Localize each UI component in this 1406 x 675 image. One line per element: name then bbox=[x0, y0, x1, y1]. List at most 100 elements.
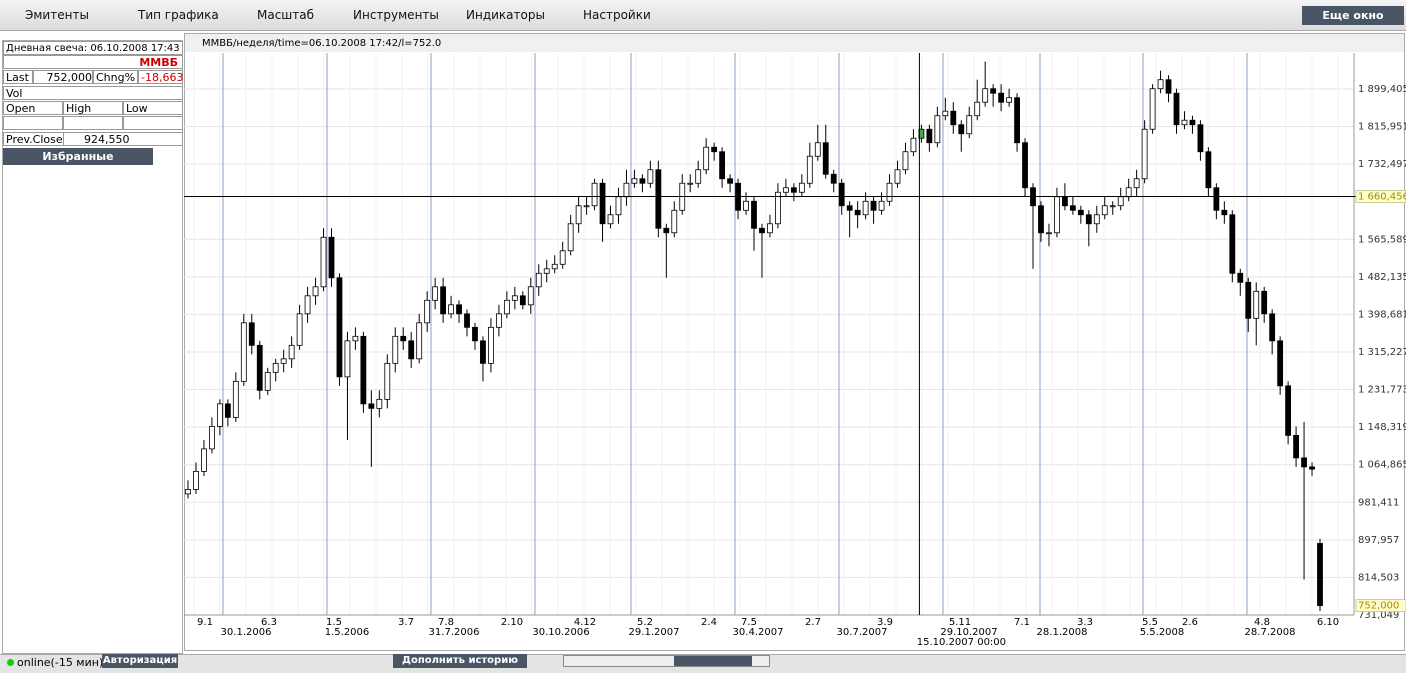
x-tick-label: 30.4.2007 bbox=[733, 627, 784, 638]
high-value bbox=[63, 116, 123, 130]
candle-body bbox=[216, 403, 223, 427]
quote-panel: Дневная свеча: 06.10.2008 17:43 ММВБ Las… bbox=[2, 40, 183, 654]
candle-body bbox=[408, 340, 415, 360]
candle-body bbox=[639, 178, 646, 184]
candle-body bbox=[232, 380, 239, 418]
candle-body bbox=[1165, 79, 1172, 94]
online-indicator bbox=[7, 659, 14, 666]
candle-body bbox=[312, 286, 319, 297]
candle-body bbox=[1301, 457, 1307, 468]
x-tick-label: 28.7.2008 bbox=[1245, 627, 1296, 638]
open-value bbox=[3, 116, 63, 130]
candle-body bbox=[990, 88, 997, 94]
candle-body bbox=[1109, 205, 1116, 208]
candle-body bbox=[551, 263, 558, 270]
last-value: 752,000 bbox=[33, 70, 93, 84]
y-tick-label: 981,411 bbox=[1358, 497, 1399, 508]
candle-body bbox=[982, 88, 989, 103]
candle-body bbox=[336, 277, 343, 378]
candle-body bbox=[950, 110, 957, 126]
menu-item[interactable]: Индикаторы bbox=[466, 8, 545, 22]
y-tick-label: 814,503 bbox=[1358, 572, 1399, 583]
candle-body bbox=[440, 286, 446, 315]
candle-body bbox=[480, 340, 486, 364]
candle-body bbox=[775, 191, 781, 225]
crosshair-value-box bbox=[1355, 190, 1406, 204]
candle-body bbox=[384, 362, 391, 400]
x-tick-label: 29.1.2007 bbox=[629, 627, 680, 638]
candle-body bbox=[1285, 385, 1292, 436]
candle-body bbox=[472, 326, 478, 342]
candle-body bbox=[1157, 79, 1164, 90]
candle-body bbox=[647, 169, 654, 184]
candle-body bbox=[209, 425, 215, 450]
title-bar bbox=[185, 34, 1404, 52]
candle-body bbox=[599, 182, 606, 225]
x-tick-label: 31.7.2006 bbox=[429, 627, 480, 638]
candle-body bbox=[432, 286, 439, 301]
menu-item[interactable]: Инструменты bbox=[353, 8, 439, 22]
candle-body bbox=[926, 128, 933, 144]
x-tick-label: 2.4 bbox=[701, 617, 717, 628]
candle-body bbox=[655, 169, 662, 229]
last-label: Last bbox=[3, 70, 33, 84]
candle-body bbox=[1261, 290, 1268, 315]
candle-body bbox=[1141, 128, 1148, 180]
candle-body bbox=[559, 250, 566, 265]
candle-body bbox=[814, 142, 821, 157]
candle-body bbox=[224, 403, 231, 418]
candle-body bbox=[743, 200, 749, 211]
candle-body bbox=[1181, 119, 1188, 126]
new-window-button[interactable]: Еще окно bbox=[1302, 6, 1404, 25]
candle-body bbox=[822, 142, 829, 175]
y-tick-label: 897,957 bbox=[1358, 535, 1399, 546]
candle-body bbox=[519, 295, 526, 306]
x-tick-label: 2.6 bbox=[1182, 617, 1198, 628]
candle-body bbox=[1085, 214, 1092, 225]
menu-item[interactable]: Эмитенты bbox=[25, 8, 89, 22]
candle-body bbox=[1093, 214, 1100, 225]
candle-body bbox=[894, 169, 901, 184]
candle-body bbox=[392, 335, 399, 364]
candle-body bbox=[503, 299, 510, 315]
candle-body bbox=[998, 92, 1005, 103]
candle-body bbox=[1205, 151, 1212, 189]
auth-button[interactable]: Авторизация bbox=[102, 654, 178, 668]
x-tick-label: 4.12 bbox=[574, 617, 596, 628]
menu-item[interactable]: Тип графика bbox=[138, 8, 219, 22]
scrollbar[interactable] bbox=[563, 655, 770, 667]
candle-body bbox=[854, 209, 861, 216]
low-value bbox=[123, 116, 183, 130]
candle-body bbox=[623, 182, 630, 198]
menu-item[interactable]: Настройки bbox=[583, 8, 651, 22]
y-tick-label: 1 815,951 bbox=[1358, 122, 1406, 133]
candle-body bbox=[1101, 205, 1108, 216]
candle-body bbox=[360, 335, 367, 405]
candle-body bbox=[256, 344, 263, 391]
candle-body bbox=[496, 313, 502, 328]
menu-bar: Эмитенты Тип графика Масштаб Инструменты Инд… bbox=[0, 0, 1406, 31]
candle-body bbox=[304, 295, 311, 315]
candle-body bbox=[902, 151, 909, 171]
candle-body bbox=[240, 322, 247, 382]
candle-body bbox=[272, 362, 279, 373]
candle-body bbox=[583, 205, 590, 208]
candle-body bbox=[806, 155, 813, 184]
candle-body bbox=[631, 178, 638, 184]
candle-body bbox=[1054, 196, 1060, 234]
x-tick-label: 1.5.2006 bbox=[325, 627, 370, 638]
candle-body bbox=[193, 470, 199, 490]
y-tick-label: 1 315,227 bbox=[1358, 347, 1406, 358]
candle-body bbox=[567, 223, 574, 252]
candle-body bbox=[1293, 434, 1299, 459]
candle-body bbox=[424, 299, 431, 324]
history-button[interactable]: Дополнить историю bbox=[393, 654, 527, 668]
candle-body bbox=[591, 182, 598, 207]
menu-item[interactable]: Масштаб bbox=[257, 8, 315, 22]
favorites-tab[interactable]: Избранные bbox=[3, 148, 153, 165]
candle-body bbox=[376, 398, 383, 409]
candle-body bbox=[830, 173, 837, 184]
candle-body bbox=[958, 124, 965, 135]
candle-body bbox=[416, 322, 423, 360]
candle-body bbox=[1269, 313, 1276, 342]
